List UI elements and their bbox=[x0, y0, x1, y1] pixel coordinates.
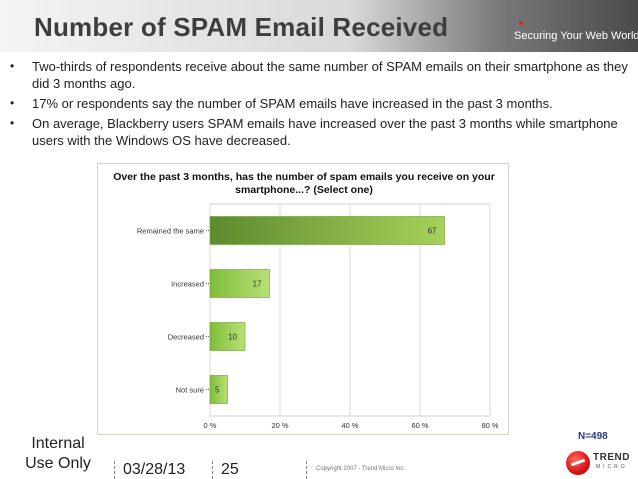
copyright-text: Copyright 2007 - Trend Micro Inc. bbox=[316, 466, 406, 472]
logo-name: TREND bbox=[593, 452, 630, 463]
bullet-item: • Two-thirds of respondents receive about… bbox=[10, 58, 630, 92]
footer-divider bbox=[212, 461, 213, 479]
footer-date: 03/28/13 bbox=[123, 461, 186, 478]
footer-divider bbox=[114, 461, 115, 479]
footer-divider bbox=[306, 461, 307, 479]
bullet-icon: • bbox=[10, 59, 15, 73]
bullet-item: • 17% or respondents say the number of SP… bbox=[10, 95, 630, 112]
bar bbox=[209, 322, 246, 351]
x-tick-label: 80 % bbox=[481, 421, 498, 430]
classification-label: Internal Use Only bbox=[25, 435, 91, 472]
bar-chart: 0 % 20 % 40 % 60 % 80 % Remained the same 67 In… bbox=[137, 203, 499, 430]
bullet-list: • Two-thirds of respondents receive about… bbox=[10, 58, 630, 152]
x-tick-label: 60 % bbox=[411, 421, 428, 430]
bullet-text: Two-thirds of respondents receive about … bbox=[32, 59, 628, 91]
bar bbox=[209, 216, 445, 245]
bullet-text: On average, Blackberry users SPAM emails… bbox=[32, 116, 618, 148]
bar bbox=[209, 375, 228, 404]
category-label: Increased bbox=[171, 280, 204, 289]
data-label: 17 bbox=[253, 280, 262, 289]
page-number: 25 bbox=[221, 461, 239, 478]
data-label: 67 bbox=[428, 227, 437, 236]
bullet-item: • On average, Blackberry users SPAM email… bbox=[10, 115, 630, 149]
chart-title: Over the past 3 months, has the number o… bbox=[113, 171, 495, 196]
sample-size-note: N=498 bbox=[578, 431, 608, 442]
data-label: 5 bbox=[215, 386, 220, 395]
category-label: Decreased bbox=[168, 333, 204, 342]
chart-container: Over the past 3 months, has the number o… bbox=[97, 163, 509, 435]
logo-sub: MICRO bbox=[596, 464, 628, 470]
category-label: Not sure bbox=[176, 386, 204, 395]
header-bar bbox=[0, 0, 638, 52]
brand-dot-icon bbox=[519, 21, 523, 25]
category-label: Remained the same bbox=[137, 227, 204, 236]
trend-micro-logo-icon bbox=[566, 451, 590, 475]
data-label: 10 bbox=[228, 333, 237, 342]
slide-title: Number of SPAM Email Received bbox=[34, 12, 449, 42]
trend-micro-logo: TREND MICRO bbox=[566, 447, 634, 477]
x-tick-label: 40 % bbox=[341, 421, 358, 430]
x-tick-label: 0 % bbox=[204, 421, 217, 430]
x-tick-label: 20 % bbox=[271, 421, 288, 430]
bullet-text: 17% or respondents say the number of SPA… bbox=[32, 96, 553, 111]
tagline: Securing Your Web World bbox=[514, 30, 638, 42]
bar bbox=[209, 269, 270, 298]
bullet-icon: • bbox=[10, 96, 15, 110]
bullet-icon: • bbox=[10, 116, 15, 130]
